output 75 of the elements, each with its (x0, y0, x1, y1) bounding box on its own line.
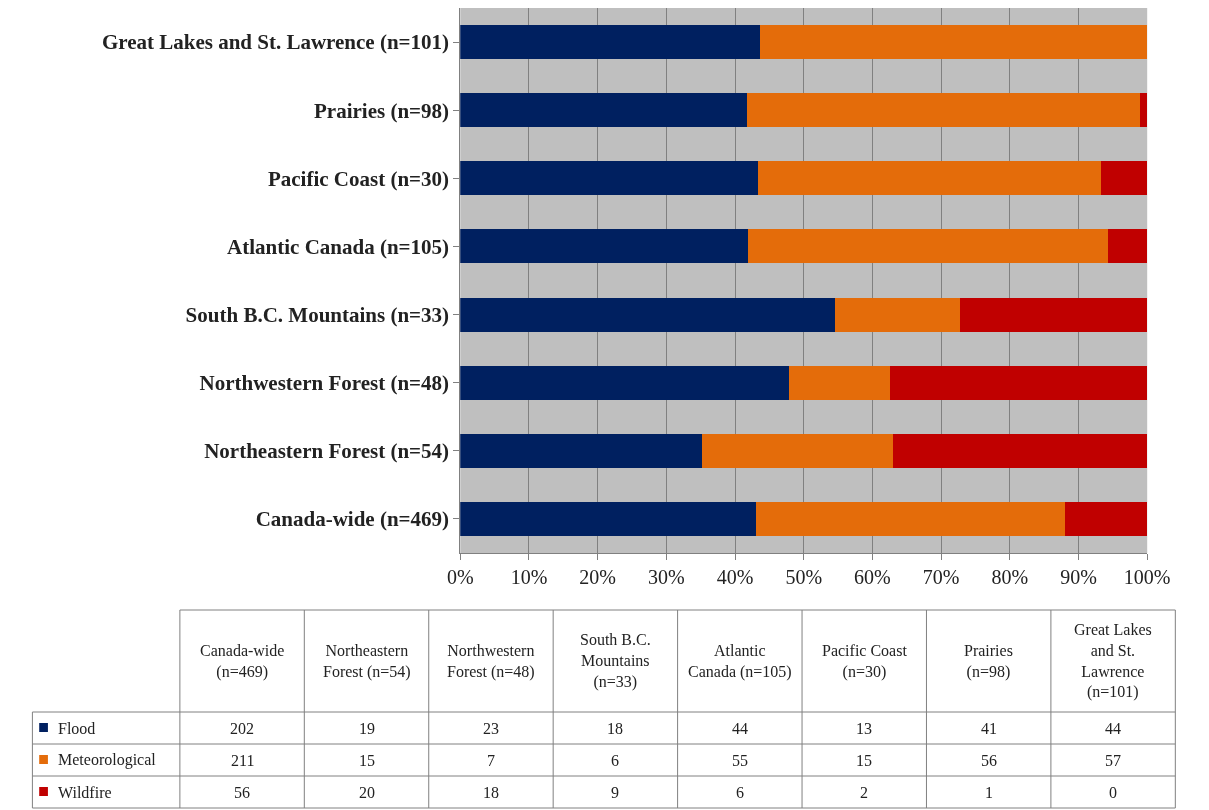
legend-label: Meteorological (58, 751, 157, 769)
bar (759, 25, 1148, 60)
bar (834, 297, 960, 332)
bar (460, 365, 790, 400)
bar (747, 93, 1140, 128)
data-label: 18 (483, 784, 499, 801)
data-label: 20 (359, 784, 375, 801)
data-label: 56 (981, 752, 997, 769)
y-tick-label: Great Lakes and St. Lawrence (n=101) (101, 30, 450, 55)
data-label: 9 (611, 784, 619, 801)
data-label: 19 (359, 720, 375, 737)
data-label: 23 (483, 720, 499, 737)
bar (1101, 161, 1148, 196)
data-label: 44 (732, 720, 748, 737)
category-label: South B.C. Mountains (n=33) (580, 631, 651, 691)
data-label: 1 (985, 784, 993, 801)
y-tick-label: Northeastern Forest (n=54) (204, 439, 450, 464)
bar (959, 297, 1148, 332)
bar (460, 25, 760, 60)
data-label: 57 (1105, 752, 1121, 769)
bar (889, 365, 1148, 400)
x-tick-label: 0% (446, 566, 474, 588)
x-tick-label: 70% (922, 566, 960, 588)
category-label: Pacific Coast (n=30) (822, 642, 908, 681)
data-label: 15 (856, 752, 872, 769)
data-label: 7 (487, 752, 495, 769)
bar (748, 229, 1109, 264)
bar (893, 433, 1148, 468)
data-label: 56 (234, 784, 250, 801)
x-tick-label: 20% (579, 566, 616, 588)
x-tick-label: 30% (648, 566, 685, 588)
category-label: Atlantic Canada (n=105) (688, 642, 792, 681)
y-tick-label: Pacific Coast (n=30) (267, 166, 450, 191)
x-tick-label: 60% (854, 566, 891, 588)
legend-label: Wildfire (58, 784, 112, 801)
y-tick-label: South B.C. Mountains (n=33) (185, 302, 450, 327)
bar (460, 229, 749, 264)
x-tick-label: 40% (716, 566, 754, 588)
bar (757, 161, 1102, 196)
bar (702, 433, 894, 468)
x-tick-label: 50% (785, 566, 823, 588)
data-label: 0 (1109, 784, 1117, 801)
data-label: 13 (856, 720, 872, 737)
y-tick-label: Canada-wide (n=469) (255, 507, 450, 532)
bar (460, 161, 758, 196)
data-label: 211 (231, 752, 255, 769)
bar (460, 297, 835, 332)
data-label: 15 (359, 752, 375, 769)
x-tick-label: 100% (1123, 566, 1171, 588)
data-label: 41 (981, 720, 997, 737)
data-label: 6 (736, 784, 744, 801)
x-tick-label: 10% (510, 566, 548, 588)
bar (789, 365, 890, 400)
bar (460, 501, 757, 536)
bar (460, 93, 748, 128)
data-label: 6 (611, 752, 619, 769)
category-label: Northwestern Forest (n=48) (447, 642, 535, 681)
bar (1065, 501, 1148, 536)
data-label: 202 (230, 720, 254, 737)
category-label: Prairies (n=98) (964, 642, 1013, 681)
y-tick-label: Northwestern Forest (n=48) (199, 371, 450, 396)
bar (756, 501, 1066, 536)
data-label: 55 (732, 752, 748, 769)
category-label: Great Lakes and St. Lawrence (n=101) (1074, 621, 1152, 702)
bar (1139, 93, 1147, 128)
x-tick-label: 90% (1060, 566, 1097, 588)
data-label: 2 (860, 784, 868, 801)
x-tick-label: 80% (991, 566, 1029, 588)
bar (1108, 229, 1148, 264)
data-label: 18 (607, 720, 623, 737)
data-label: 44 (1105, 720, 1121, 737)
bar (460, 433, 703, 468)
legend-label: Flood (58, 720, 96, 737)
y-tick-label: Atlantic Canada (n=105) (227, 234, 450, 259)
y-tick-label: Prairies (n=98) (314, 98, 450, 123)
